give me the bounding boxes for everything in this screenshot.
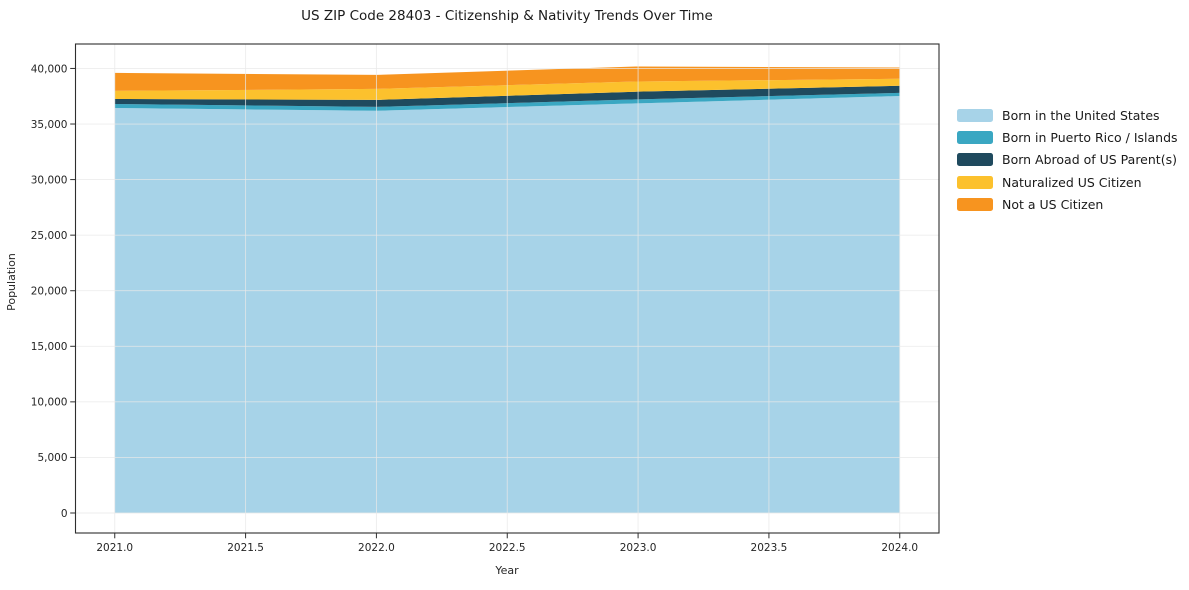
- y-tick-label: 30,000: [31, 174, 68, 186]
- x-tick-label: 2023.5: [751, 542, 788, 554]
- legend-item: Born Abroad of US Parent(s): [957, 149, 1178, 171]
- legend-item: Born in the United States: [957, 104, 1178, 126]
- legend-swatch: [957, 175, 993, 189]
- y-axis-label: Population: [5, 253, 18, 311]
- y-tick-label: 15,000: [31, 341, 68, 353]
- area-series-1: [114, 92, 900, 111]
- legend-swatch: [957, 131, 993, 145]
- legend-label: Not a US Citizen: [1002, 197, 1104, 213]
- y-tick-label: 0: [61, 508, 68, 520]
- legend-label: Born in Puerto Rico / Islands: [1002, 130, 1178, 146]
- legend-swatch: [957, 108, 993, 122]
- y-tick-label: 10,000: [31, 397, 68, 409]
- x-tick-label: 2022.0: [358, 542, 395, 554]
- x-tick-label: 2021.5: [227, 542, 264, 554]
- x-tick-label: 2024.0: [881, 542, 918, 554]
- y-tick-label: 40,000: [31, 63, 68, 75]
- legend-item: Born in Puerto Rico / Islands: [957, 126, 1178, 148]
- chart-title: US ZIP Code 28403 - Citizenship & Nativi…: [301, 8, 713, 24]
- legend-swatch: [957, 198, 993, 212]
- x-tick-label: 2021.0: [96, 542, 133, 554]
- y-tick-label: 25,000: [31, 230, 68, 242]
- y-tick-label: 5,000: [37, 452, 67, 464]
- legend-label: Naturalized US Citizen: [1002, 174, 1142, 190]
- y-tick-label: 20,000: [31, 286, 68, 298]
- legend-item: Not a US Citizen: [957, 194, 1178, 216]
- legend: Born in the United States Born in Puerto…: [957, 104, 1178, 216]
- y-tick-label: 35,000: [31, 119, 68, 131]
- legend-item: Naturalized US Citizen: [957, 171, 1178, 193]
- legend-swatch: [957, 153, 993, 167]
- legend-label: Born in the United States: [1002, 107, 1160, 123]
- x-tick-label: 2023.0: [620, 542, 657, 554]
- x-tick-label: 2022.5: [489, 542, 526, 554]
- x-axis-label: Year: [495, 564, 519, 577]
- legend-label: Born Abroad of US Parent(s): [1002, 152, 1177, 168]
